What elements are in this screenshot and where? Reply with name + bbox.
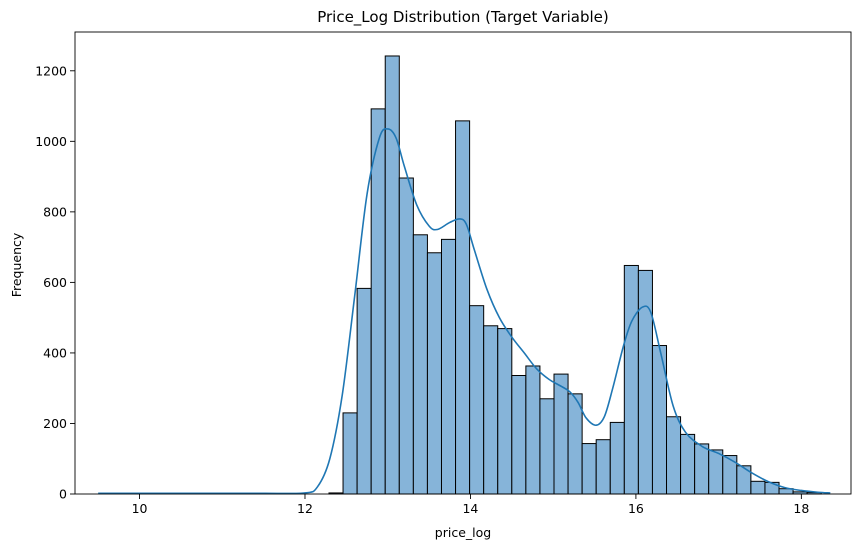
- x-tick-label: 12: [297, 501, 313, 516]
- histogram-bar: [680, 433, 696, 495]
- y-tick-label: 600: [43, 275, 67, 290]
- histogram-bar: [370, 108, 386, 495]
- x-axis-ticks: 10 12 14 16 18: [132, 494, 809, 516]
- histogram-bar: [356, 287, 372, 495]
- y-axis-ticks: 0 200 400 600 800 1000 1200: [35, 63, 75, 502]
- histogram-bar: [539, 398, 555, 495]
- histogram-bar: [750, 480, 766, 495]
- histogram-bar: [483, 325, 499, 495]
- histogram-bar: [455, 120, 471, 495]
- histogram-bar: [384, 55, 400, 495]
- x-tick-label: 18: [793, 501, 809, 516]
- histogram-bar: [342, 412, 358, 495]
- histogram-bar: [426, 252, 442, 495]
- bars-group: [328, 55, 822, 495]
- histogram-bar: [398, 177, 414, 495]
- x-tick-label: 14: [462, 501, 478, 516]
- histogram-bar: [595, 439, 611, 495]
- histogram-bar: [525, 365, 541, 495]
- x-tick-label: 16: [628, 501, 644, 516]
- y-tick-label: 1200: [35, 63, 67, 78]
- y-tick-label: 1000: [35, 134, 67, 149]
- histogram-bar: [736, 465, 752, 495]
- y-tick-label: 200: [43, 416, 67, 431]
- histogram-bar: [497, 328, 513, 495]
- y-tick-label: 800: [43, 204, 67, 219]
- histogram-bar: [666, 416, 682, 495]
- histogram-bar: [440, 238, 457, 495]
- x-tick-label: 10: [132, 501, 148, 516]
- histogram-bar: [623, 264, 639, 495]
- x-axis-label: price_log: [435, 525, 491, 540]
- y-tick-label: 400: [43, 345, 67, 360]
- y-tick-label: 0: [59, 487, 67, 502]
- y-axis-label: Frequency: [9, 232, 24, 297]
- histogram-bar: [412, 234, 428, 495]
- chart-title: Price_Log Distribution (Target Variable): [317, 8, 609, 27]
- histogram-bar: [694, 443, 710, 495]
- histogram-bar: [469, 305, 485, 495]
- plot-frame: [74, 31, 852, 495]
- histogram-bar: [511, 375, 527, 495]
- kde-curve: [98, 128, 831, 495]
- histogram-bar: [609, 421, 625, 495]
- histogram-bar: [553, 373, 569, 495]
- histogram-bar: [581, 443, 597, 495]
- histogram-bar: [637, 269, 653, 495]
- histogram-bar: [708, 449, 724, 495]
- histogram-bar: [567, 393, 583, 495]
